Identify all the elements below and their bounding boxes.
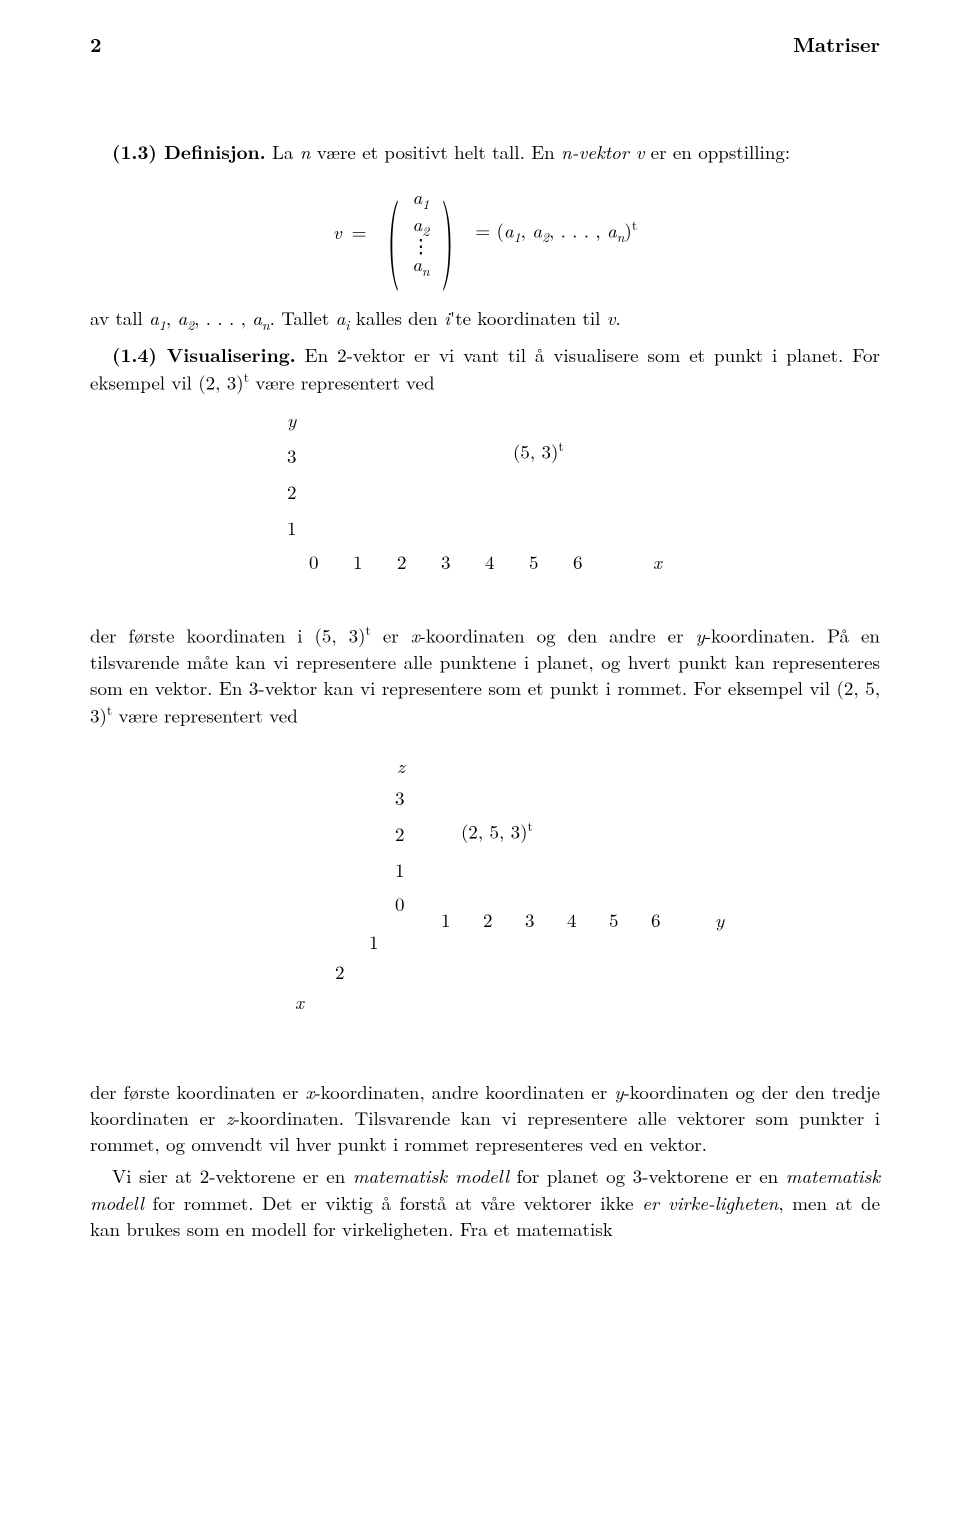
- paragraph-after-2d: der første koordinaten i (5, 3)t er x-ko…: [90, 621, 880, 729]
- p4-t2: for planet og 3-vektorene er en: [509, 1162, 786, 1189]
- eq-subn: n: [422, 261, 430, 280]
- p4-m1: matematisk modell: [353, 1162, 509, 1189]
- vis-t2: være representert ved: [249, 368, 435, 395]
- av-a1: a: [149, 304, 159, 331]
- chart3d-zlabel: z: [397, 753, 405, 779]
- chart2d-xtick: 6: [573, 549, 583, 575]
- chart-2d: y x (5, 3)t 3210123456: [275, 413, 695, 603]
- eq-rhs-an: a: [607, 217, 617, 244]
- av-an: a: [252, 304, 262, 331]
- chart3d-ytick: 5: [609, 907, 619, 933]
- chart3d-ztick: 0: [395, 891, 405, 917]
- chart2d-xlabel: x: [653, 549, 662, 575]
- p2-t5: være representert ved: [112, 702, 298, 729]
- chart2d-xtick: 5: [529, 549, 539, 575]
- vector-equation: v = ( a1 a2 ⋮ an ) = (a1, a2, . . . , an…: [90, 185, 880, 279]
- chart2d-xtick: 2: [397, 549, 407, 575]
- av-t5: .: [616, 304, 621, 331]
- definition-label: (1.3) Definisjon.: [112, 137, 266, 165]
- eq-lhs-v: v: [333, 219, 342, 245]
- page-number: 2: [90, 30, 102, 58]
- av-sn: n: [262, 315, 270, 334]
- rparen-icon: ): [442, 191, 454, 272]
- chart3d-ztick: 1: [395, 857, 405, 883]
- eq-an: a: [412, 250, 422, 277]
- eq-rhs-s1: 1: [514, 227, 521, 246]
- chapter-title: Matriser: [793, 30, 880, 58]
- chart2d-xtick: 4: [485, 549, 495, 575]
- visualisering-label: (1.4) Visualisering.: [112, 340, 296, 368]
- chart3d-xtick: 2: [335, 959, 345, 985]
- eq-rhs-open: = (: [475, 217, 504, 244]
- chart3d-point-label: (2, 5, 3)t: [461, 817, 533, 845]
- av-s1: 1: [159, 315, 166, 334]
- p2-y: y: [696, 622, 705, 649]
- def-n: n: [300, 138, 311, 165]
- p2-t1: der første koordinaten i (5, 3): [90, 622, 366, 649]
- p2-t2: er: [371, 622, 411, 649]
- av-vv: v: [607, 304, 616, 331]
- after-vec-paragraph: av tall a1, a2, . . . , an. Tallet ai ka…: [90, 305, 880, 335]
- def-t1: La: [272, 138, 300, 165]
- chart3d-ylabel: y: [715, 907, 724, 933]
- p4-t1: Vi sier at 2-vektorene er en: [112, 1162, 353, 1189]
- p4-t3: for rommet. Det er viktig å forstå at vå…: [144, 1189, 642, 1216]
- eq-rhs-c2: , . . . ,: [549, 217, 607, 244]
- av-c1: ,: [166, 304, 178, 331]
- p3-t2: -koordinaten, andre koordinaten er: [314, 1078, 614, 1105]
- eq-rhs-sup: t: [632, 215, 637, 234]
- chart2d-xtick: 0: [309, 549, 319, 575]
- chart2d-xtick: 3: [441, 549, 451, 575]
- chart3d-xtick: 1: [369, 929, 379, 955]
- chart3d-xlabel: x: [295, 989, 304, 1015]
- def-nvek: n: [561, 138, 572, 165]
- chart2d-xtick: 1: [353, 549, 363, 575]
- chart3d-ztick: 3: [395, 785, 405, 811]
- eq-rhs-s2: 2: [542, 227, 549, 246]
- p4-er: er virke-ligheten: [642, 1189, 778, 1216]
- chart2d-pt-text: (5, 3): [513, 438, 558, 465]
- eq-rhs-a2: a: [532, 217, 542, 244]
- chart2d-ytick: 2: [287, 479, 297, 505]
- p2-x: x: [411, 622, 420, 649]
- eq-sub1: 1: [422, 194, 429, 213]
- p3-t1: der første koordinaten er: [90, 1078, 306, 1105]
- chart3d-ytick: 2: [483, 907, 493, 933]
- p2-t3: -koordinaten og den andre er: [420, 622, 696, 649]
- av-a2: a: [177, 304, 187, 331]
- chart2d-ytick: 1: [287, 515, 297, 541]
- av-t1: av tall: [90, 304, 149, 331]
- chart2d-pt-sup: t: [558, 436, 563, 455]
- eq-eq1: =: [352, 219, 367, 245]
- eq-rhs-c1: ,: [521, 217, 533, 244]
- av-c2: , . . . ,: [194, 304, 252, 331]
- def-t2: være et positivt helt tall. En: [310, 138, 561, 165]
- chart3d-ytick: 4: [567, 907, 577, 933]
- definition-paragraph: (1.3) Definisjon. La n være et positivt …: [90, 138, 880, 165]
- chart-3d: z y x (2, 5, 3)t 321012345612: [225, 749, 745, 1049]
- visualisering-paragraph: (1.4) Visualisering. En 2-vektor er vi v…: [90, 341, 880, 396]
- eq-rhs-close: ): [624, 217, 631, 244]
- chart3d-ytick: 6: [651, 907, 661, 933]
- p3-z: z: [226, 1104, 234, 1131]
- chart3d-ytick: 1: [441, 907, 451, 933]
- chart2d-ylabel: y: [287, 407, 296, 433]
- chart3d-pt-text: (2, 5, 3): [461, 817, 528, 844]
- chart2d-ytick: 3: [287, 443, 297, 469]
- paragraph-model: Vi sier at 2-vektorene er en matematisk …: [90, 1163, 880, 1242]
- def-t4: er en oppstilling:: [644, 138, 790, 165]
- av-t2: . Tallet: [270, 304, 336, 331]
- chart2d-point-label: (5, 3)t: [513, 437, 564, 465]
- chart3d-pt-sup: t: [528, 816, 533, 835]
- av-ai: a: [336, 304, 346, 331]
- eq-a1: a: [413, 183, 423, 210]
- av-t3: kalles den: [350, 304, 445, 331]
- chart3d-ztick: 2: [395, 821, 405, 847]
- chart3d-ytick: 3: [525, 907, 535, 933]
- eq-rhs-a1: a: [504, 217, 514, 244]
- def-t3: -vektor: [572, 138, 636, 165]
- lparen-icon: (: [388, 191, 400, 272]
- paragraph-after-3d: der første koordinaten er x-koordinaten,…: [90, 1079, 880, 1158]
- av-t4: 'te koordinaten til: [450, 304, 607, 331]
